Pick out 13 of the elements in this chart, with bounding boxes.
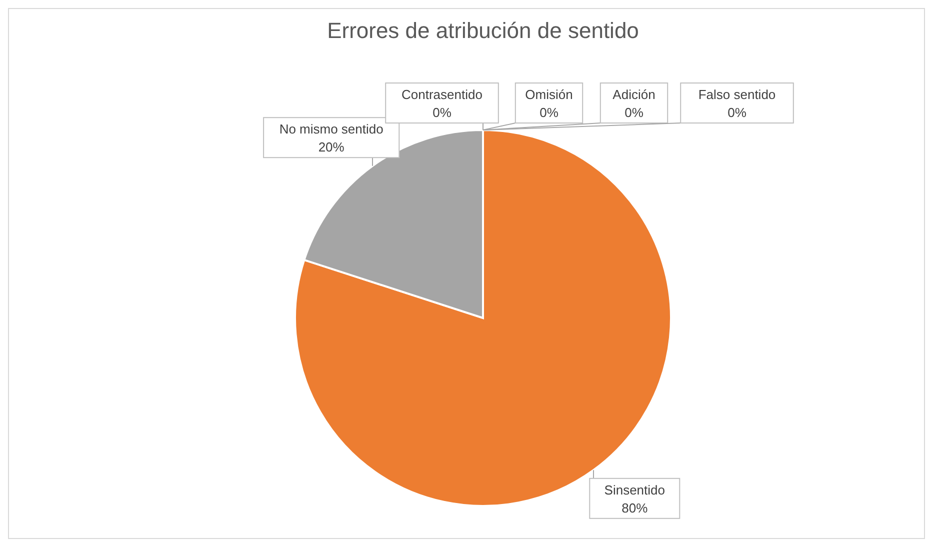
- slice-label: Sinsentido: [604, 482, 666, 498]
- category-label: Omisión: [525, 87, 573, 102]
- chart-title: Errores de atribución de sentido: [327, 18, 639, 43]
- data-label: 80%: [622, 500, 648, 516]
- text: 0%: [540, 105, 558, 120]
- category-label: Adición: [612, 87, 656, 102]
- text: 0%: [624, 105, 644, 120]
- text: 0%: [432, 105, 452, 120]
- category-label: Contrasentido: [402, 87, 482, 102]
- data-label: 20%: [318, 140, 345, 155]
- category-label: Falso sentido: [698, 87, 776, 102]
- slice-label: No mismo sentido: [279, 122, 384, 137]
- text: 0%: [728, 105, 746, 120]
